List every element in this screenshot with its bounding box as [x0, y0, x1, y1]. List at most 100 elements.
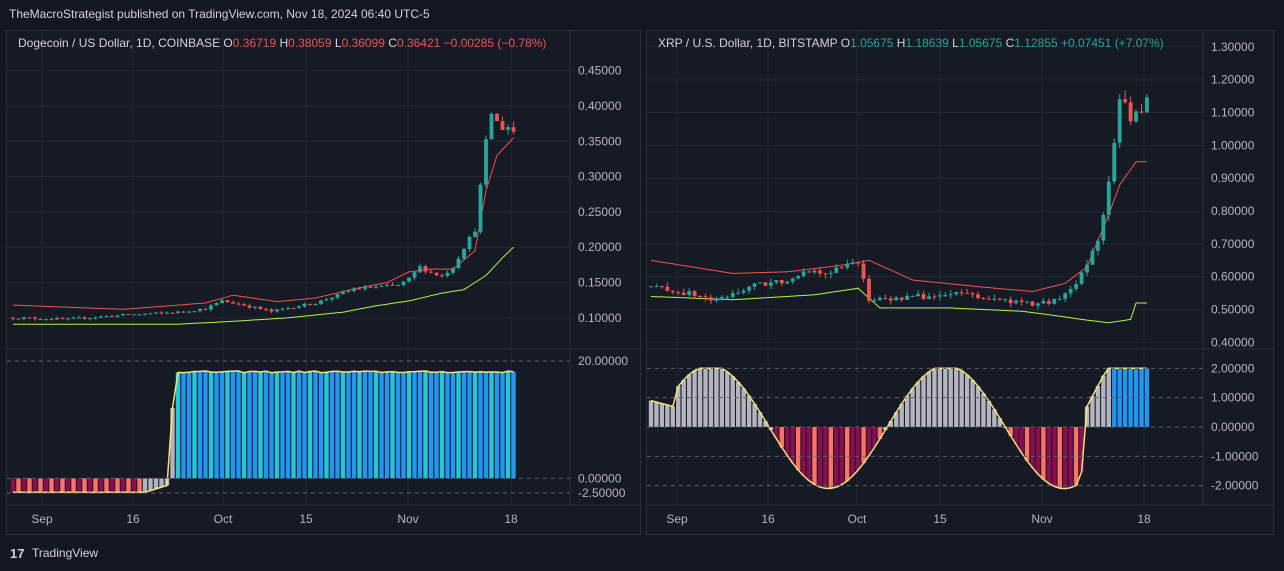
candle-body [916, 293, 920, 297]
candle-body [27, 317, 32, 319]
oscillator-bar [790, 427, 795, 464]
oscillator-bar [823, 427, 828, 489]
price-tick-label: 1.00000 [1211, 138, 1255, 152]
oscillator-bar [340, 372, 346, 479]
candle-body [390, 284, 395, 286]
oscillator-bar [379, 372, 384, 479]
oscillator-bar [214, 372, 219, 479]
candle-body [1117, 99, 1122, 143]
candle-body [905, 296, 910, 300]
candle-body [154, 312, 158, 314]
candle-body [115, 315, 120, 317]
candle-body [747, 286, 752, 291]
candle-body [209, 305, 213, 310]
oscillator-bar [269, 372, 274, 479]
oscillator-bar [839, 427, 844, 485]
candle-body [335, 293, 340, 298]
oscillator-bar [806, 427, 812, 481]
legend-symbol: Dogecoin / US Dollar, 1D, COINBASE [18, 36, 223, 50]
candle-body [489, 113, 494, 140]
candle-body [330, 297, 334, 300]
oscillator-bar [76, 478, 82, 493]
candle-body [763, 282, 768, 286]
oscillator-bar [368, 371, 373, 479]
candle-body [220, 300, 224, 304]
candle-body [1123, 99, 1128, 103]
candle-body [670, 290, 675, 293]
candle-body [692, 291, 697, 297]
candle-body [473, 231, 477, 237]
oscillator-bar [1024, 427, 1030, 461]
time-tick-label: 18 [1137, 512, 1151, 526]
oscillator-bar [241, 372, 247, 479]
candle-body [698, 296, 702, 298]
candle-body [302, 303, 307, 307]
candle-body [1112, 142, 1117, 182]
candle-body [1101, 214, 1106, 241]
oscillator-bar [850, 427, 855, 476]
oscillator-bar [697, 368, 703, 427]
upper-band-line [12, 137, 514, 310]
legend-change: +0.07451 (+7.07%) [1061, 36, 1164, 50]
oscillator-bar [975, 386, 981, 427]
time-tick-label: Nov [1031, 512, 1052, 526]
candles [11, 112, 516, 321]
candle-body [1085, 264, 1089, 273]
candle-body [872, 300, 877, 302]
oscillator-bar [203, 371, 208, 479]
legend-h-label: H [897, 36, 906, 50]
candle-body [203, 309, 208, 311]
oscillator-bar [373, 371, 379, 479]
oscillator-bar [511, 371, 516, 479]
oscillator-bar [774, 427, 779, 439]
xrp-chart-pane[interactable]: 1.30000 1.20000 1.10000 1.00000 0.90000 0.800… [646, 30, 1275, 536]
time-tick-label: Oct [214, 512, 233, 526]
legend-c-label: C [388, 36, 397, 50]
candle-body [313, 303, 318, 306]
oscillator-bar [285, 371, 291, 479]
price-tick-label: 1.10000 [1211, 106, 1255, 120]
candle-body [1014, 300, 1019, 304]
xrp-chart[interactable]: 1.30000 1.20000 1.10000 1.00000 0.90000 0.800… [647, 31, 1275, 536]
oscillator-bar [828, 427, 834, 489]
oscillator-bar [412, 371, 417, 479]
doge-chart[interactable]: 0.45000 0.40000 0.35000 0.30000 0.25000 0.200… [7, 31, 642, 536]
candle-body [877, 297, 882, 301]
oscillator-bar [894, 412, 899, 427]
time-tick-label: 18 [504, 512, 518, 526]
candle-body [187, 311, 191, 313]
oscillator-bar [981, 393, 986, 427]
candle-body [434, 272, 439, 276]
oscillator-bar [817, 427, 823, 488]
oscillator-bar [115, 478, 120, 493]
candle-body [681, 292, 686, 295]
candle-body [418, 266, 422, 273]
candle-body [768, 282, 773, 286]
oscillator-bar [60, 478, 65, 493]
oscillator-bar [109, 478, 115, 493]
candle-body [823, 273, 828, 275]
candle-body [1041, 300, 1046, 304]
candle-body [506, 127, 510, 130]
time-tick-label: 16 [126, 512, 140, 526]
candle-body [1145, 97, 1149, 113]
oscillator-bar [500, 372, 505, 479]
legend-close: 1.12855 [1014, 36, 1061, 50]
lower-band-line [13, 246, 514, 325]
candle-body [22, 317, 26, 319]
oscillator-bar [757, 412, 763, 427]
oscillator-bar [148, 478, 153, 491]
candle-body [357, 288, 362, 290]
candles [649, 90, 1149, 310]
doge-chart-pane[interactable]: 0.45000 0.40000 0.35000 0.30000 0.25000 0.200… [6, 30, 642, 536]
oscillator-bar [170, 407, 175, 479]
price-tick-label: 0.15000 [578, 276, 622, 290]
candle-body [511, 127, 516, 132]
oscillator-bar [997, 418, 1002, 427]
oscillator-bar [54, 478, 60, 493]
oscillator-bar [708, 368, 714, 427]
candle-body [959, 292, 964, 294]
oscillator-bar [43, 478, 49, 493]
candle-body [818, 270, 822, 274]
oscillator-bar [335, 371, 340, 479]
